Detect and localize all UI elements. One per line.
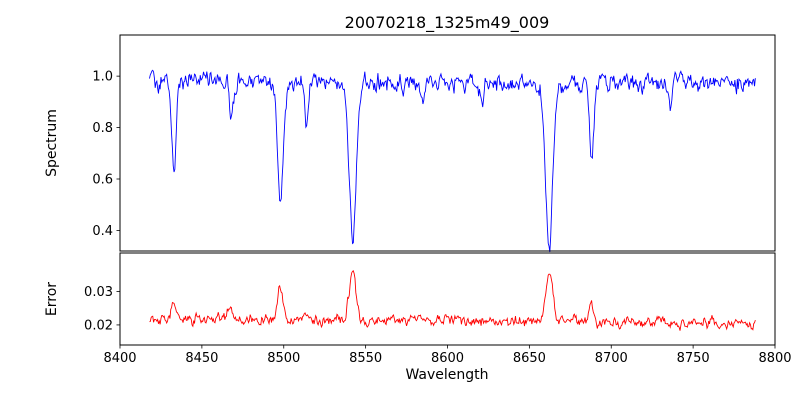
error-panel-frame (119, 252, 776, 346)
x-tick-label: 8400 (103, 351, 136, 366)
y-tick-label: 0.6 (92, 173, 113, 188)
y-tick-label: 0.8 (92, 121, 113, 136)
x-tick-label: 8650 (513, 351, 546, 366)
error-line (149, 270, 756, 331)
x-tick-label: 8500 (267, 351, 300, 366)
chart-title: 20070218_1325m49_009 (344, 13, 550, 32)
y-tick-label: 0.02 (84, 318, 113, 333)
y-axis-label-spectrum: Spectrum (44, 109, 60, 177)
y-tick-label: 1.0 (92, 70, 113, 85)
x-tick-label: 8450 (185, 351, 218, 366)
x-tick-label: 8700 (595, 351, 628, 366)
x-tick-label: 8750 (677, 351, 710, 366)
x-tick-label: 8600 (431, 351, 464, 366)
y-tick-label: 0.4 (92, 224, 113, 239)
spectrum-line (149, 69, 756, 253)
x-tick-label: 8550 (349, 351, 382, 366)
y-axis-label-error: Error (44, 281, 60, 317)
x-axis-label: Wavelength (405, 367, 489, 383)
x-tick-label: 8800 (758, 351, 791, 366)
spectrum-panel-frame (119, 34, 776, 252)
y-tick-label: 0.03 (84, 285, 113, 300)
